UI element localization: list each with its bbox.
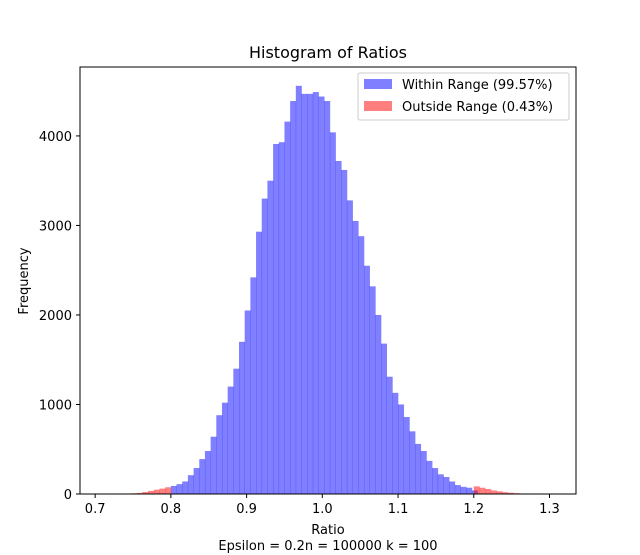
- histogram-bar-within: [466, 487, 473, 494]
- histogram-bar-within: [358, 236, 365, 494]
- histogram-bar-outside: [136, 492, 143, 494]
- histogram-bar-within: [187, 475, 194, 494]
- histogram-bar-outside: [479, 487, 486, 494]
- y-tick-label: 2000: [39, 309, 72, 324]
- histogram-bar-within: [204, 451, 211, 494]
- x-axis-label: Ratio: [311, 523, 344, 538]
- histogram-bar-within: [301, 93, 308, 495]
- legend-swatch-within: [364, 79, 392, 89]
- histogram-bar-within: [233, 368, 240, 494]
- histogram-bar-within: [312, 92, 319, 494]
- x-tick-label: 1.2: [463, 502, 484, 517]
- histogram-bar-within: [454, 485, 461, 494]
- histogram-bar-within: [256, 231, 263, 494]
- histogram-bar-within: [227, 386, 234, 494]
- histogram-bar-within: [369, 286, 376, 494]
- y-axis-label: Frequency: [17, 247, 32, 314]
- histogram-bar-within: [346, 200, 353, 494]
- legend-label-outside: Outside Range (0.43%): [402, 100, 553, 115]
- chart-title: Histogram of Ratios: [249, 43, 407, 62]
- histogram-bar-within: [261, 198, 268, 494]
- histogram-bar-within: [199, 459, 206, 494]
- histogram-bar-within: [449, 481, 456, 494]
- y-tick-label: 1000: [39, 398, 72, 413]
- histogram-bar-within: [221, 402, 228, 494]
- histogram-bar-within: [460, 486, 467, 494]
- y-tick-label: 4000: [39, 130, 72, 145]
- x-tick-label: 1.0: [312, 502, 333, 517]
- histogram-bar-within: [193, 468, 200, 494]
- histogram-bar-within: [426, 460, 433, 494]
- histogram-bar-within: [290, 101, 297, 495]
- histogram-bar-outside: [159, 488, 166, 494]
- histogram-bar-outside: [502, 492, 509, 494]
- x-tick-label: 0.8: [161, 502, 182, 517]
- histogram-bar-within: [176, 484, 183, 494]
- histogram-bar-within: [267, 180, 274, 494]
- histogram-bar-within: [170, 485, 177, 494]
- histogram-bar-within: [381, 343, 387, 494]
- histogram-bar-within: [295, 85, 302, 495]
- histogram-bar-within: [324, 101, 331, 495]
- x-tick-label: 0.9: [236, 502, 257, 517]
- histogram-bar-within: [375, 314, 382, 494]
- histogram-bar-within: [210, 436, 217, 494]
- histogram-bar-outside: [473, 486, 480, 494]
- y-axis-ticks: 0 1000 2000 3000 4000: [39, 130, 80, 503]
- histogram-bar-within: [341, 169, 348, 494]
- chart-caption: Epsilon = 0.2n = 100000 k = 100: [218, 539, 437, 554]
- histogram-bar-outside: [496, 491, 503, 494]
- histogram-bar-within: [415, 443, 422, 494]
- histogram-bar-within: [392, 392, 399, 494]
- histogram-bar-within: [284, 121, 291, 495]
- histogram-bar-outside: [165, 487, 172, 494]
- histogram-bar-within: [437, 474, 444, 494]
- plot-frame: [79, 66, 577, 495]
- x-tick-label: 0.7: [85, 502, 106, 517]
- histogram-bar-within: [335, 160, 342, 495]
- histogram-bar-within: [307, 93, 314, 495]
- histogram-bar-outside: [153, 489, 160, 494]
- histogram-bar-within: [250, 277, 257, 494]
- histogram-bar-within: [432, 468, 439, 494]
- histogram-bar-outside: [142, 492, 149, 494]
- legend: Within Range (99.57%) Outside Range (0.4…: [357, 72, 570, 121]
- histogram-bar-outside: [148, 490, 155, 494]
- histogram-bar-within: [403, 417, 410, 494]
- histogram-bar-within: [409, 431, 416, 494]
- histogram-bar-within: [244, 310, 251, 494]
- histogram-bar-outside: [490, 490, 497, 494]
- legend-swatch-outside: [364, 101, 392, 111]
- histogram-bar-within: [398, 404, 405, 494]
- y-tick-label: 0: [64, 488, 72, 503]
- histogram-bar-within: [443, 476, 450, 494]
- histogram-bar-within: [239, 341, 245, 494]
- histogram-bar-within: [273, 143, 280, 495]
- bars-group: [125, 85, 531, 495]
- histogram-bar-outside: [507, 492, 514, 494]
- x-axis-ticks: 0.7 0.8 0.9 1.0 1.1 1.2 1.3: [85, 494, 560, 517]
- x-tick-label: 1.3: [539, 502, 560, 517]
- histogram-bar-within: [329, 132, 336, 494]
- x-tick-label: 1.1: [388, 502, 409, 517]
- histogram-bar-within: [318, 96, 325, 494]
- histogram-bar-within: [182, 481, 189, 494]
- histogram-bar-within: [352, 220, 359, 494]
- histogram-bar-within: [420, 451, 427, 494]
- legend-label-within: Within Range (99.57%): [402, 78, 553, 93]
- histogram-bar-outside: [485, 489, 492, 494]
- histogram-bar-within: [386, 376, 393, 494]
- legend-box: [357, 72, 570, 121]
- histogram-bar-within: [363, 265, 370, 494]
- histogram-bar-within: [216, 415, 223, 494]
- histogram-bar-within: [278, 142, 285, 494]
- y-tick-label: 3000: [39, 219, 72, 234]
